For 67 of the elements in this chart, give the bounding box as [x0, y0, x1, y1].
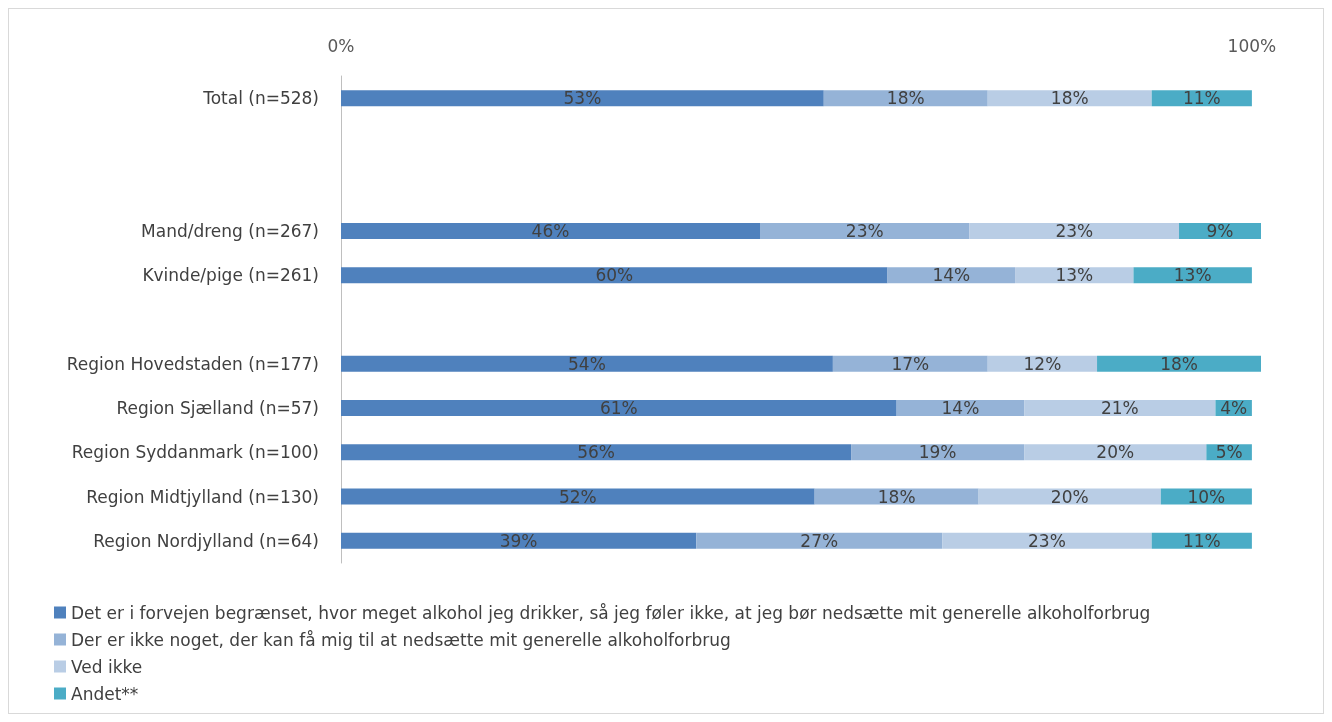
data-label: 4%: [1220, 398, 1248, 419]
legend-label: Ved ikke: [71, 656, 143, 677]
bar: [760, 222, 970, 239]
bar: [341, 90, 824, 107]
data-label: 14%: [932, 265, 971, 286]
data-label: 9%: [1206, 220, 1234, 241]
data-label: 23%: [845, 220, 884, 241]
y-tick-label: Mand/dreng (n=267): [141, 220, 319, 241]
data-label: 20%: [1050, 486, 1089, 507]
bar: [978, 488, 1161, 505]
data-label: 18%: [877, 486, 916, 507]
data-label: 12%: [1023, 353, 1062, 374]
data-label: 23%: [1055, 220, 1094, 241]
x-tick-label: 0%: [327, 35, 355, 56]
bar: [341, 488, 815, 505]
bar: [1024, 400, 1216, 417]
bar: [987, 90, 1152, 107]
bar: [814, 488, 979, 505]
bar: [832, 355, 988, 372]
x-tick-label: 100%: [1227, 35, 1277, 56]
data-label: 18%: [1160, 353, 1198, 374]
bar: [341, 532, 697, 549]
y-tick-label: Region Syddanmark (n=100): [71, 442, 319, 463]
bar: [341, 444, 852, 461]
data-label: 52%: [558, 486, 597, 507]
y-tick-label: Region Nordjylland (n=64): [93, 530, 319, 551]
bar: [1097, 355, 1261, 372]
data-label: 14%: [941, 398, 980, 419]
data-label: 13%: [1055, 265, 1094, 286]
bar: [341, 267, 888, 284]
data-label: 46%: [531, 220, 570, 241]
data-label: 53%: [563, 88, 602, 109]
data-label: 11%: [1182, 88, 1221, 109]
data-label: 19%: [918, 442, 957, 463]
y-tick-label: Region Midtjylland (n=130): [86, 486, 319, 507]
y-tick-label: Total (n=528): [202, 88, 319, 109]
bar: [851, 444, 1025, 461]
data-label: 5%: [1215, 442, 1243, 463]
y-tick-label: Region Sjælland (n=57): [116, 398, 319, 419]
data-label: 60%: [595, 265, 634, 286]
data-label: 20%: [1096, 442, 1135, 463]
bar: [823, 90, 988, 107]
data-label: 56%: [577, 442, 615, 463]
bar: [696, 532, 943, 549]
bar: [341, 400, 897, 417]
data-label: 18%: [886, 88, 925, 109]
data-label: 18%: [1050, 88, 1089, 109]
data-label: 11%: [1182, 530, 1221, 551]
data-label: 27%: [800, 530, 839, 551]
bar: [341, 355, 833, 372]
data-label: 23%: [1028, 530, 1066, 551]
data-label: 54%: [568, 353, 606, 374]
bar: [942, 532, 1152, 549]
legend-label: Det er i forvejen begrænset, hvor meget alkohol jeg drikker, så jeg føler ikke, at jeg bør nedsætte mit generelle alkoholforbrug: [71, 602, 1151, 623]
legend-label: Der er ikke noget, der kan få mig til at nedsætte mit generelle alkoholforbrug: [71, 629, 731, 650]
bar: [969, 222, 1180, 239]
y-tick-label: Kvinde/pige (n=261): [142, 265, 319, 286]
data-label: 17%: [891, 353, 930, 374]
data-label: 13%: [1173, 265, 1212, 286]
data-label: 61%: [599, 398, 638, 419]
legend-label: Andet**: [71, 683, 139, 704]
data-label: 10%: [1187, 486, 1226, 507]
bar: [341, 222, 761, 239]
bar: [1024, 444, 1207, 461]
data-label: 21%: [1100, 398, 1139, 419]
data-label: 39%: [499, 530, 538, 551]
y-tick-label: Region Hovedstaden (n=177): [66, 353, 319, 374]
